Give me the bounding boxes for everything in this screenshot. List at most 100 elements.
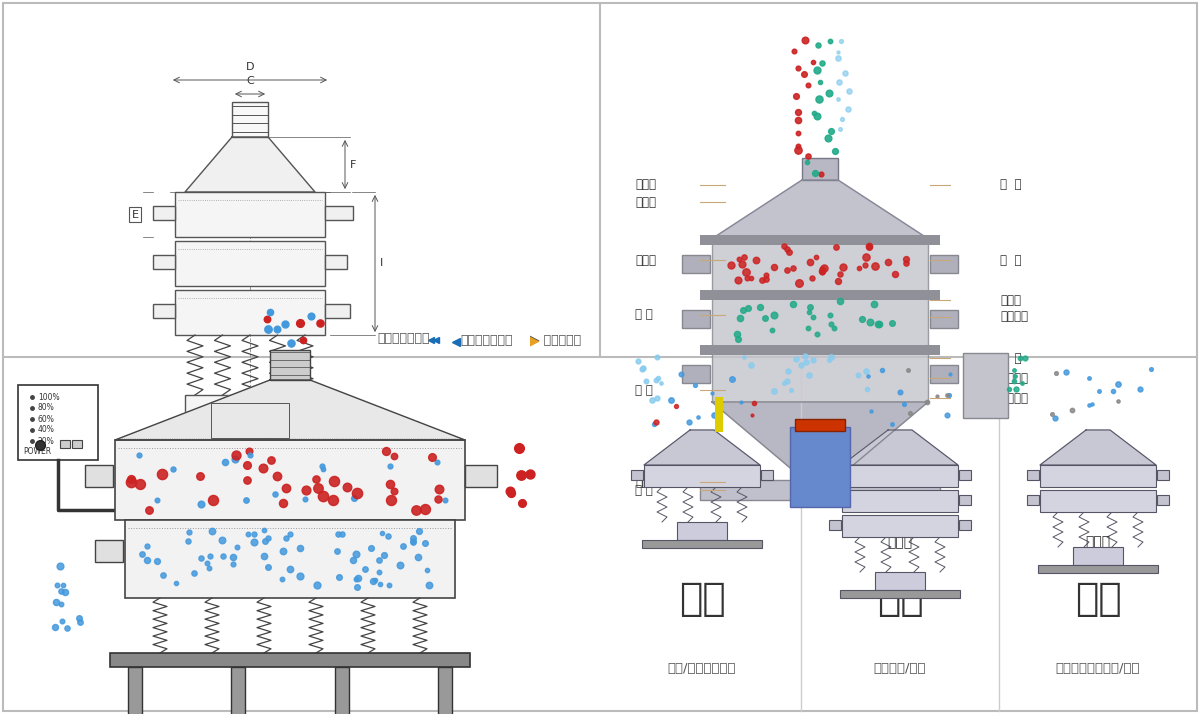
Bar <box>325 303 350 318</box>
Bar <box>700 235 940 245</box>
Bar <box>842 515 958 537</box>
Bar <box>128 667 142 714</box>
Bar <box>154 303 175 318</box>
Polygon shape <box>1040 430 1156 465</box>
Bar <box>959 495 971 505</box>
Text: POWER: POWER <box>23 447 52 456</box>
Bar <box>644 465 760 487</box>
Text: 振动电机: 振动电机 <box>1000 371 1028 385</box>
Text: B: B <box>246 413 254 426</box>
Bar <box>95 540 124 562</box>
Polygon shape <box>712 402 928 472</box>
Bar <box>790 427 850 507</box>
Bar <box>175 192 325 237</box>
Text: 20%: 20% <box>38 436 55 446</box>
Bar <box>840 590 960 598</box>
Bar <box>964 353 1008 418</box>
Bar <box>466 465 497 487</box>
Text: 60%: 60% <box>38 415 55 423</box>
Text: 加重块: 加重块 <box>1000 293 1021 306</box>
Text: 束 环: 束 环 <box>635 308 653 321</box>
Bar <box>682 310 710 328</box>
Text: 筛  盘: 筛 盘 <box>1000 351 1021 365</box>
Polygon shape <box>710 180 930 240</box>
Text: 外形尺寸示意图: 外形尺寸示意图 <box>378 332 430 345</box>
Text: 网  架: 网 架 <box>1000 253 1021 266</box>
Bar <box>325 254 347 268</box>
Text: 40%: 40% <box>38 426 55 435</box>
Bar <box>60 440 70 448</box>
Bar <box>1040 490 1156 512</box>
Bar <box>700 290 940 300</box>
Bar <box>1157 470 1169 480</box>
Bar <box>829 520 841 530</box>
Bar <box>154 206 175 219</box>
Text: H: H <box>246 491 254 501</box>
Bar <box>85 465 113 487</box>
Bar <box>1040 465 1156 487</box>
Text: 80%: 80% <box>38 403 55 413</box>
Text: 双层式: 双层式 <box>1086 536 1110 550</box>
Text: E: E <box>132 209 138 219</box>
Polygon shape <box>842 430 958 465</box>
Bar <box>110 653 470 667</box>
Bar <box>185 395 314 445</box>
Bar <box>1157 495 1169 505</box>
Text: 机 座: 机 座 <box>635 483 653 496</box>
Bar <box>18 385 98 460</box>
Text: D: D <box>246 62 254 72</box>
Bar <box>170 450 330 468</box>
Text: 100%: 100% <box>38 393 60 401</box>
Bar <box>1038 565 1158 573</box>
Text: 分级: 分级 <box>679 580 725 618</box>
Polygon shape <box>185 137 314 192</box>
Text: 运输固定螺栓: 运输固定螺栓 <box>635 476 677 488</box>
Bar <box>115 440 466 520</box>
Bar <box>270 350 310 380</box>
Bar <box>875 572 925 590</box>
Bar <box>1027 470 1039 480</box>
Bar <box>796 419 845 431</box>
Bar <box>154 254 175 268</box>
Bar <box>712 240 928 292</box>
Bar <box>802 158 838 180</box>
Text: 除杂: 除杂 <box>1075 580 1121 618</box>
Text: 出料口: 出料口 <box>635 253 656 266</box>
Bar <box>677 522 727 540</box>
Text: 下部重锤: 下部重锤 <box>1000 391 1028 405</box>
Polygon shape <box>644 430 760 465</box>
Bar <box>842 490 958 512</box>
Bar <box>211 403 289 438</box>
Text: 单层式: 单层式 <box>690 536 714 550</box>
Bar <box>712 350 928 402</box>
Bar <box>959 470 971 480</box>
Text: 上部重锤: 上部重锤 <box>1000 311 1028 323</box>
Text: F: F <box>350 159 356 169</box>
Bar <box>715 397 722 432</box>
Bar <box>761 470 773 480</box>
Bar <box>682 255 710 273</box>
Bar <box>712 295 928 347</box>
Bar <box>175 290 325 335</box>
Polygon shape <box>115 380 466 440</box>
Bar <box>175 241 325 286</box>
Text: ▶ 结构示意图: ▶ 结构示意图 <box>530 334 581 347</box>
Bar <box>335 667 349 714</box>
Bar <box>700 480 940 500</box>
Bar <box>700 345 940 355</box>
Text: 去除液体中的颗粒/异物: 去除液体中的颗粒/异物 <box>1056 663 1140 675</box>
Bar <box>438 667 452 714</box>
Text: 外形尺寸示意图: 外形尺寸示意图 <box>460 334 512 347</box>
Text: 进料口: 进料口 <box>635 178 656 191</box>
Text: 筛  网: 筛 网 <box>1000 178 1021 191</box>
Text: 三层式: 三层式 <box>888 536 912 550</box>
Bar <box>1073 547 1123 565</box>
Text: 颗粒/粉末准确分级: 颗粒/粉末准确分级 <box>667 663 737 675</box>
Bar <box>682 365 710 383</box>
Text: 防尘盖: 防尘盖 <box>635 196 656 208</box>
Text: 过滤: 过滤 <box>877 580 923 618</box>
Bar <box>829 495 841 505</box>
Bar <box>829 470 841 480</box>
Bar <box>930 365 958 383</box>
Bar <box>125 520 455 598</box>
